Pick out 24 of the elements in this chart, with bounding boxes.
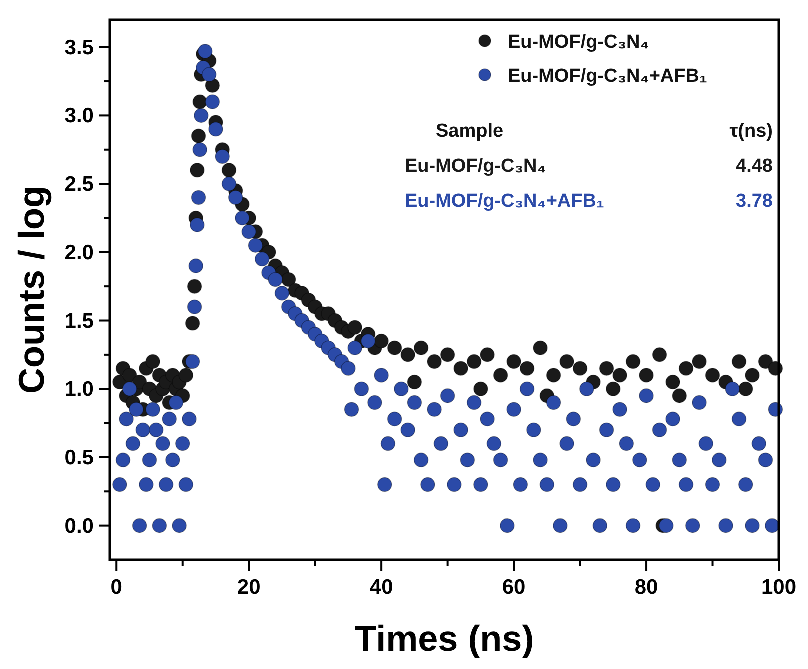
y-tick-label: 2.5 — [64, 173, 94, 196]
y-tick-label: 1.0 — [64, 378, 94, 402]
x-tick-label: 0 — [110, 576, 122, 599]
annotation: 4.48 — [736, 156, 773, 177]
legend-label: Eu-MOF/g-C₃N₄+AFB₁ — [508, 66, 708, 87]
x-tick-label: 60 — [502, 576, 526, 599]
legend-label: Eu-MOF/g-C₃N₄ — [508, 32, 650, 53]
annotation: τ(ns) — [730, 121, 773, 142]
x-tick-label: 100 — [761, 576, 797, 599]
y-tick-label: 3.0 — [64, 104, 94, 128]
y-tick-label: 0.5 — [64, 446, 94, 470]
y-tick-label: 2.0 — [64, 241, 94, 264]
annotation: Sample — [436, 121, 504, 142]
y-tick-label: 1.5 — [64, 310, 94, 333]
annotation: Eu-MOF/g-C₃N₄+AFB₁ — [405, 191, 604, 212]
x-tick-label: 40 — [370, 576, 394, 599]
x-axis-title: Times (ns) — [354, 618, 534, 659]
y-tick-label: 3.5 — [64, 36, 94, 60]
y-axis-title: Counts / log — [11, 186, 52, 394]
annotation: Eu-MOF/g-C₃N₄ — [405, 156, 546, 177]
annotation: 3.78 — [736, 191, 773, 212]
y-tick-label: 0.0 — [64, 514, 94, 538]
x-tick-label: 20 — [237, 576, 261, 599]
x-tick-label: 80 — [634, 576, 658, 599]
